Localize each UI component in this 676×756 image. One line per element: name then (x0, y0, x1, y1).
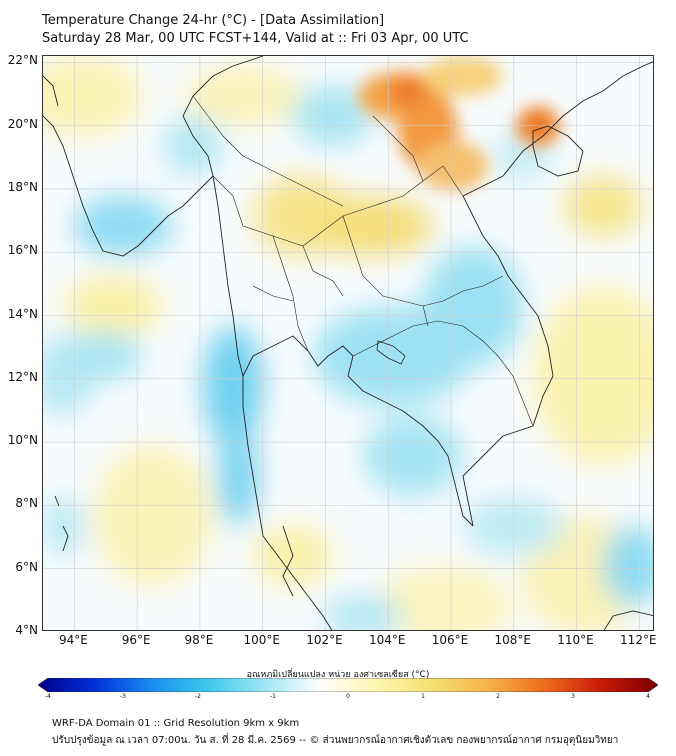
borders (192, 95, 534, 427)
footer-credit: ปรับปรุงข้อมูล ณ เวลา 07:00น. วัน ส. ที่… (52, 735, 619, 746)
latitude-label: 4°N (15, 623, 38, 637)
longitude-label: 98°E (184, 633, 214, 647)
latitude-label: 6°N (15, 559, 38, 574)
colorbar (38, 678, 658, 692)
longitude-label: 108°E (494, 633, 532, 647)
longitude-label: 96°E (121, 633, 151, 647)
latitude-label: 12°N (7, 369, 38, 384)
temperature-field (43, 56, 653, 630)
latitude-label: 8°N (15, 496, 38, 511)
colorbar-tick-label: 0 (346, 693, 350, 700)
colorbar-tick-label: -1 (270, 693, 276, 700)
latitude-label: 22°N (7, 53, 38, 68)
longitude-label: 110°E (557, 633, 594, 647)
map-frame (42, 55, 654, 631)
longitude-label: 106°E (431, 633, 469, 647)
latitude-label: 16°N (7, 243, 38, 258)
temperature-map (43, 56, 653, 630)
longitude-label: 94°E (58, 633, 88, 647)
longitude-label: 104°E (368, 633, 406, 647)
colorbar-caption: อุณหภูมิเปลี่ยนแปลง หน่วย องศาเซลเซียส (… (246, 670, 430, 680)
longitude-label: 100°E (243, 633, 280, 647)
latitude-label: 18°N (7, 179, 38, 194)
longitude-label: 112°E (620, 633, 657, 647)
longitude-label: 102°E (306, 633, 343, 647)
map-subtitle: Saturday 28 Mar, 00 UTC FCST+144, Valid … (42, 31, 469, 46)
colorbar-tick-label: -3 (120, 693, 126, 700)
lake-tonle-sap (376, 340, 406, 365)
latitude-label: 20°N (7, 116, 38, 131)
latitude-label: 14°N (7, 306, 38, 321)
map-title: Temperature Change 24-hr (°C) - [Data As… (42, 13, 385, 28)
colorbar-tick-label: 1 (421, 693, 425, 700)
footer-model-info: WRF-DA Domain 01 :: Grid Resolution 9km … (52, 718, 300, 729)
warm-anomaly (358, 56, 560, 191)
gridlines (43, 56, 653, 630)
colorbar-tick-label: -2 (195, 693, 201, 700)
latitude-label: 10°N (7, 433, 38, 448)
colorbar-tick-label: -4 (45, 693, 51, 700)
colorbar-tick-label: 2 (496, 693, 500, 700)
colorbar-tick-label: 4 (646, 693, 650, 700)
colorbar-tick-label: 3 (571, 693, 575, 700)
